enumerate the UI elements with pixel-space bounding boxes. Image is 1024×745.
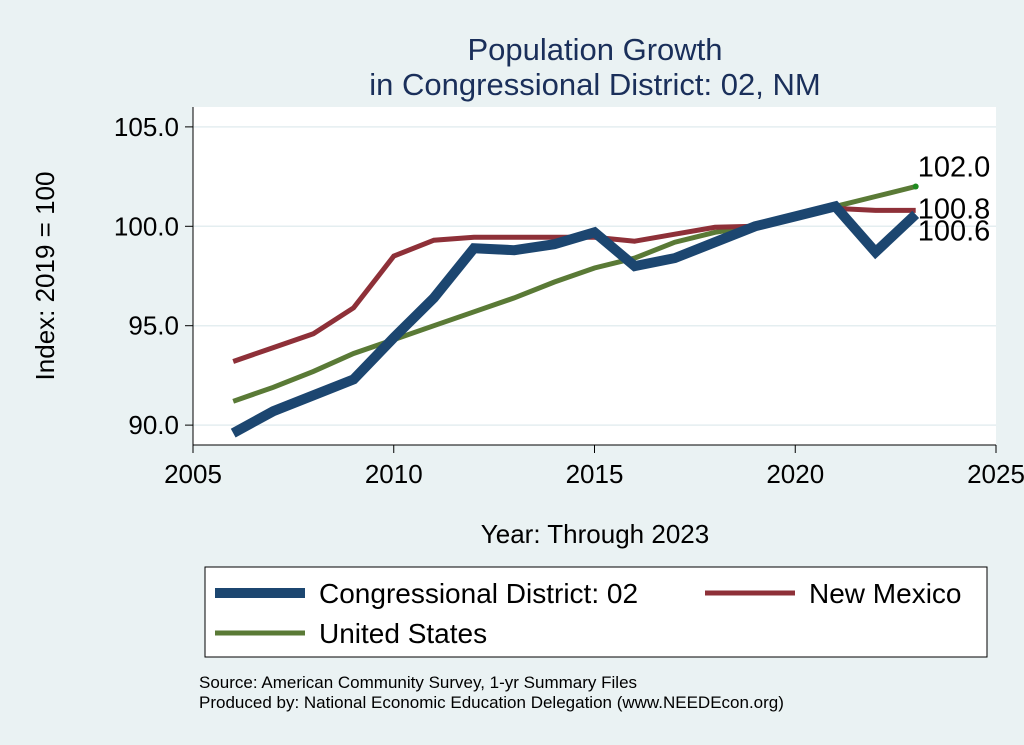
- end-label-united-states: 102.0: [918, 152, 991, 184]
- y-tick-label: 105.0: [114, 112, 179, 142]
- legend: Congressional District: 02 New Mexico Un…: [204, 566, 988, 658]
- x-tick-label: 2010: [365, 459, 423, 489]
- legend-box: [204, 566, 988, 658]
- y-tick-label: 95.0: [128, 311, 179, 341]
- legend-label-congressional-district: Congressional District: 02: [319, 578, 638, 609]
- series-line-congressional-district: [230, 200, 920, 438]
- x-axis-title: Year: Through 2023: [481, 519, 709, 549]
- x-tick-label: 2025: [967, 459, 1024, 489]
- source-line: Source: American Community Survey, 1-yr …: [199, 673, 637, 692]
- axes: 90.0 95.0 100.0 105.0 2005 2010 2015 2020 2025: [114, 107, 1024, 489]
- y-tick-label: 90.0: [128, 410, 179, 440]
- data-series: [230, 183, 920, 438]
- x-tick-label: 2020: [766, 459, 824, 489]
- chart-title-line-1: Population Growth: [467, 32, 722, 67]
- produced-by-line: Produced by: National Economic Education…: [199, 693, 784, 712]
- end-label-congressional-district: 100.6: [918, 215, 991, 247]
- x-tick-label: 2005: [164, 459, 222, 489]
- legend-label-new-mexico: New Mexico: [809, 578, 961, 609]
- x-tick-label: 2015: [566, 459, 624, 489]
- chart-title-line-2: in Congressional District: 02, NM: [369, 67, 820, 102]
- legend-label-united-states: United States: [319, 618, 487, 649]
- y-tick-label: 100.0: [114, 211, 179, 241]
- end-label-new-mexico: 100.8: [918, 193, 991, 225]
- end-point-marker-united-states: [912, 183, 919, 190]
- y-axis-title: Index: 2019 = 100: [30, 172, 60, 381]
